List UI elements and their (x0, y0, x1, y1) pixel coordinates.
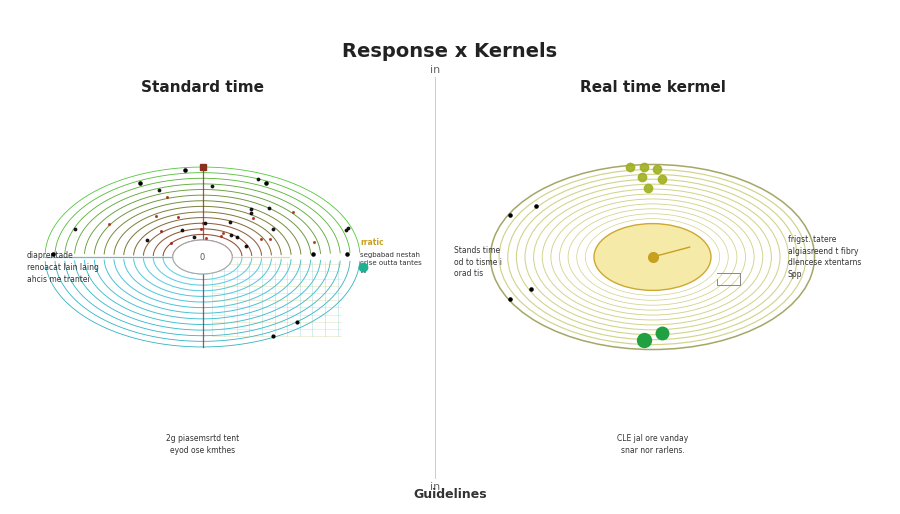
Text: CLE jal ore vanday
snar nor rarlens.: CLE jal ore vanday snar nor rarlens. (616, 434, 688, 455)
Text: Guidelines: Guidelines (413, 488, 487, 501)
Text: 2g piasemsrtd tent
eyod ose kmthes: 2g piasemsrtd tent eyod ose kmthes (166, 434, 239, 455)
Text: rratic: rratic (360, 237, 383, 247)
Text: Stands time
od to tisme i
orad tis: Stands time od to tisme i orad tis (454, 246, 502, 279)
Text: frigst. tatere
algiasreend t fibry
dlencese xtentarns
Spp: frigst. tatere algiasreend t fibry dlenc… (788, 235, 861, 279)
Text: segbabad nestah
crise outta tantes
W: segbabad nestah crise outta tantes W (360, 252, 422, 274)
Text: Standard time: Standard time (141, 80, 264, 95)
Text: 0: 0 (200, 252, 205, 262)
Text: in: in (429, 65, 440, 75)
Circle shape (594, 224, 711, 290)
Text: Response x Kernels: Response x Kernels (342, 42, 558, 61)
Text: in: in (429, 482, 440, 492)
Circle shape (173, 240, 232, 274)
Text: Real time kermel: Real time kermel (580, 80, 725, 95)
Text: diaprentade
renoacat lain laing
ahcis me trantei: diaprentade renoacat lain laing ahcis me… (27, 251, 99, 284)
